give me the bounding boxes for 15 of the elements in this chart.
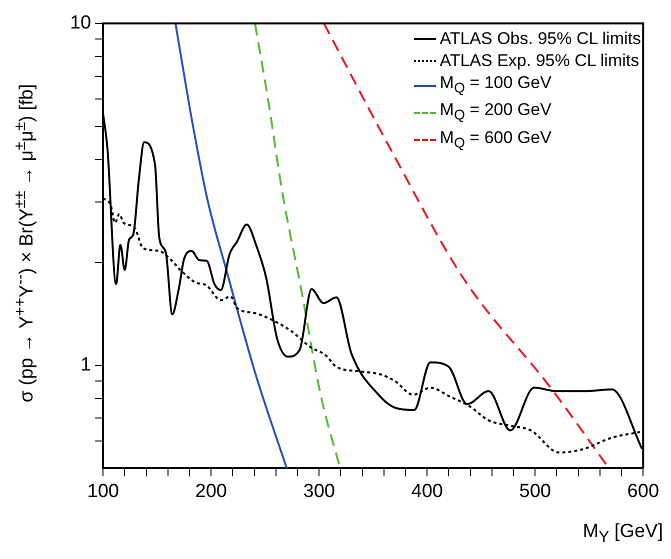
x-tick-label: 300 xyxy=(303,480,335,502)
legend-label: ATLAS Obs. 95% CL limits xyxy=(440,28,641,50)
y-tick-label: 1 xyxy=(80,354,92,376)
x-tick-label: 400 xyxy=(411,480,443,502)
legend-label: ATLAS Exp. 95% CL limits xyxy=(440,50,640,72)
x-tick-label: 500 xyxy=(519,480,551,502)
y-tick-label: 10 xyxy=(70,12,92,34)
legend-label: M$_{Q}$ = 100 GeV xyxy=(440,72,552,98)
x-axis-title: M$_{Y}$ [GeV] xyxy=(582,521,663,547)
x-tick-label: 100 xyxy=(87,480,119,502)
line-series xyxy=(174,23,288,468)
x-tick-label: 600 xyxy=(627,480,659,502)
legend-label: M$_{Q}$ = 200 GeV xyxy=(440,99,552,126)
legend-label: M$_{Q}$ = 600 GeV xyxy=(440,126,552,154)
x-tick-label: 200 xyxy=(195,480,227,502)
